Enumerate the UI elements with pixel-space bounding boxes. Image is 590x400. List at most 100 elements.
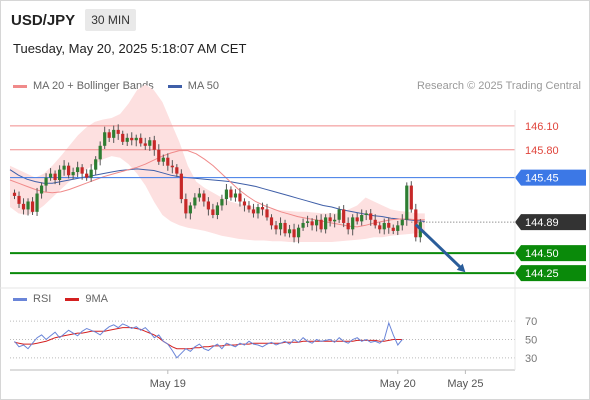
legend-item-ma20: MA 20 + Bollinger Bands [13,80,154,92]
candle-body [71,172,75,176]
level-tag-144.50 [515,245,586,262]
candle-body [287,229,292,234]
candle-body [409,185,413,210]
candle-body [166,157,170,166]
candle-body [233,193,238,198]
rsi-tick-50: 50 [525,335,537,347]
candle-body [107,132,111,138]
candle-body [378,225,382,230]
level-label-144.89: 144.89 [525,217,559,229]
candle-body [333,219,337,222]
symbol-label: USD/JPY [11,11,76,29]
candle-body [26,201,30,210]
candle-body [355,217,359,222]
candle-body [112,129,116,138]
candle-body [134,137,138,141]
forecast-arrow-head [456,263,466,273]
candle-body [337,209,341,220]
ma20-line [9,150,425,228]
candle-body [57,169,62,180]
candle-body [382,222,386,230]
candle-body [17,195,21,204]
candle-body [94,159,98,170]
research-credit: Research © 2025 Trading Central [416,80,581,92]
candle-body [30,201,35,212]
candle-body [224,189,229,200]
candle-body [152,140,156,150]
candle-body [238,193,242,202]
legend-label-ma20: MA 20 + Bollinger Bands [33,80,154,92]
candle-body [80,167,84,174]
candle-body [265,209,269,218]
candle-body [414,209,418,238]
candle-body [305,221,310,223]
candle-body [139,137,143,144]
candle-body [400,219,404,226]
candle-body [121,133,125,142]
candle-body [220,199,224,206]
candle-body [175,167,179,174]
candle-body [143,143,147,146]
candle-body [35,193,39,212]
candle-body [360,215,364,222]
candle-body [315,219,319,226]
rsi-legend: RSI 9MA [13,293,122,305]
candle-body [391,227,395,231]
candle-body [292,229,296,238]
legend-item-9ma: 9MA [65,293,108,305]
level-label-146.10: 146.10 [525,121,559,133]
candle-body [247,205,251,210]
candle-body [373,219,377,226]
candle-body [260,207,265,210]
candle-body [188,205,192,214]
ma50-line [9,168,425,222]
candle-body [67,165,71,176]
rsi-tick-30: 30 [525,353,537,365]
candle-body [116,129,120,134]
candle-body [62,165,66,170]
candle-body [251,209,256,214]
candle-body [125,137,129,142]
candle-body [256,207,260,214]
candle-body [76,167,80,173]
candle-body [193,197,197,206]
rsi-line [14,321,403,359]
candle-body [179,173,183,200]
candle-body [206,201,210,210]
candle-body [103,132,107,146]
candle-body [324,217,328,230]
candle-body [310,221,314,226]
candle-body [405,185,409,220]
candle-body [53,173,57,180]
candle-body [157,149,161,162]
candle-body [202,193,206,202]
rsi-9ma-line [14,327,403,350]
timeframe-button[interactable]: 30 MIN [85,9,136,31]
candle-body [229,189,233,198]
candle-body [39,185,44,194]
level-tag-144.25 [515,265,586,282]
level-label-145.45: 145.45 [525,173,559,185]
candle-body [98,145,102,160]
legend-label-9ma: 9MA [85,293,108,305]
chart-header: USD/JPY 30 MIN [11,9,136,31]
candle-body [387,222,391,228]
x-tick-label: May 25 [447,378,483,390]
candle-body [296,227,301,238]
candle-body [85,173,89,178]
candle-body [328,217,332,222]
candle-body [12,192,17,196]
candle-body [396,225,400,231]
candle-body [48,173,53,178]
candle-body [21,203,26,210]
candle-body [148,140,152,146]
candle-body [364,213,368,215]
datetime-label: Tuesday, May 20, 2025 5:18:07 AM CET [13,41,247,56]
candle-body [89,169,93,178]
candle-body [215,205,220,215]
candle-body [351,217,355,230]
level-tag-145.45 [515,169,586,186]
legend-swatch-ma20 [13,84,27,88]
x-tick-label: May 19 [150,378,186,390]
